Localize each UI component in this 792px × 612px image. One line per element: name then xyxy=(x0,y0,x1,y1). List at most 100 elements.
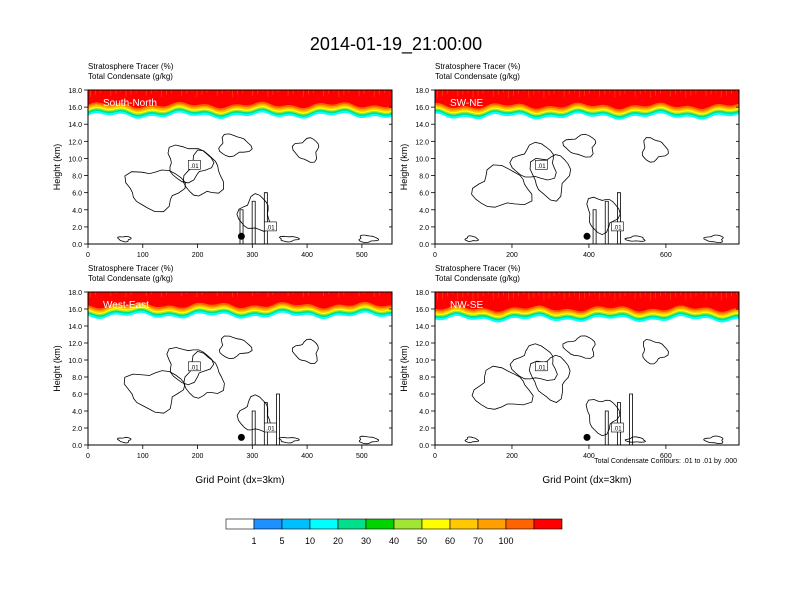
x-axis-label: Grid Point (dx=3km) xyxy=(542,475,631,486)
y-axis-label: Height (km) xyxy=(52,144,62,191)
colorbar-swatch xyxy=(421,518,451,530)
plot-frame xyxy=(87,291,393,446)
x-axis-label: Grid Point (dx=3km) xyxy=(195,475,284,486)
colorbar: 1 5 10 20 30 40 50 60 70 100 xyxy=(225,518,563,546)
y-tick-label: 14.0 xyxy=(68,324,82,331)
condensate-contour xyxy=(278,437,300,444)
y-tick-label: 12.0 xyxy=(415,139,429,146)
condensate-contour xyxy=(251,410,256,445)
y-axis-label: Height (km) xyxy=(399,144,409,191)
panels: Stratosphere Tracer (%)Total Condensate … xyxy=(52,62,740,486)
colorbar-swatch xyxy=(365,518,395,530)
condensate-contour xyxy=(641,137,669,163)
y-tick-label: 2.0 xyxy=(72,225,82,232)
colorbar-tick-label: 70 xyxy=(473,536,483,546)
condensate-contour xyxy=(124,169,186,213)
tracer-band xyxy=(435,292,739,312)
x-tick-label: 200 xyxy=(192,252,204,259)
contour-label-box xyxy=(188,361,201,372)
condensate-contour xyxy=(642,339,669,365)
panel-field-label: Stratosphere Tracer (%) xyxy=(88,264,174,273)
y-tick-label: 6.0 xyxy=(72,392,82,399)
y-tick-label: 4.0 xyxy=(419,208,429,215)
condensate-contour xyxy=(182,149,225,197)
condensate-contour xyxy=(291,137,320,163)
panel-field-label: Stratosphere Tracer (%) xyxy=(435,264,521,273)
colorbar-tick-label: 100 xyxy=(498,536,513,546)
condensate-contour xyxy=(604,200,609,244)
panel-field-label: Total Condensate (g/kg) xyxy=(88,274,173,283)
contour-label-box xyxy=(535,159,548,170)
y-tick-label: 0.0 xyxy=(419,242,429,249)
condensate-contour xyxy=(509,141,557,181)
colorbar-tick-label: 10 xyxy=(305,536,315,546)
condensate-contour xyxy=(585,399,621,437)
panel-field-label: Stratosphere Tracer (%) xyxy=(88,62,174,71)
colorbar-swatch xyxy=(533,518,563,530)
panel-label: West-East xyxy=(103,300,149,311)
contour-label-box xyxy=(264,422,277,433)
y-tick-label: 2.0 xyxy=(419,225,429,232)
contour-label: .01 xyxy=(190,164,199,170)
location-marker xyxy=(583,433,591,441)
x-tick-label: 400 xyxy=(583,453,595,460)
colorbar-swatch xyxy=(505,518,535,530)
condensate-contour xyxy=(263,192,268,244)
colorbar-swatch xyxy=(477,518,507,530)
y-tick-label: 6.0 xyxy=(419,191,429,198)
y-tick-label: 16.0 xyxy=(415,307,429,314)
y-tick-label: 18.0 xyxy=(415,290,429,297)
condensate-contour xyxy=(236,394,272,432)
y-tick-label: 6.0 xyxy=(419,392,429,399)
panel-south-north: Stratosphere Tracer (%)Total Condensate … xyxy=(52,62,393,259)
condensate-contour xyxy=(183,350,225,399)
colorbar-swatch xyxy=(281,518,311,530)
panel-label: NW-SE xyxy=(450,300,483,311)
y-tick-label: 2.0 xyxy=(419,426,429,433)
y-tick-label: 0.0 xyxy=(72,242,82,249)
x-tick-label: 200 xyxy=(506,252,518,259)
contour-label: .01 xyxy=(537,365,546,371)
condensate-contour xyxy=(218,133,253,158)
contour-label-box xyxy=(611,422,624,433)
y-tick-label: 10.0 xyxy=(415,156,429,163)
colorbar-swatch xyxy=(337,518,367,530)
x-tick-label: 200 xyxy=(192,453,204,460)
y-tick-label: 0.0 xyxy=(72,443,82,450)
x-tick-label: 0 xyxy=(433,252,437,259)
location-marker xyxy=(237,232,245,240)
colorbar-swatch xyxy=(393,518,423,530)
contour-note: Total Condensate Contours: .01 to .01 by… xyxy=(594,458,737,465)
condensate-contour xyxy=(471,164,533,208)
y-tick-label: 8.0 xyxy=(72,375,82,382)
colorbar-tick-label: 30 xyxy=(361,536,371,546)
condensate-contour xyxy=(562,133,597,158)
tracer-band xyxy=(435,90,739,110)
figure-title: 2014-01-19_21:00:00 xyxy=(310,34,482,55)
y-tick-label: 18.0 xyxy=(415,88,429,95)
plot-frame xyxy=(434,291,740,446)
panel-sw-ne: Stratosphere Tracer (%)Total Condensate … xyxy=(399,62,740,259)
contour-label: .01 xyxy=(613,225,622,231)
condensate-contour xyxy=(624,235,646,242)
condensate-contour xyxy=(251,200,256,244)
condensate-contour xyxy=(167,144,215,184)
y-tick-label: 16.0 xyxy=(68,307,82,314)
condensate-contour xyxy=(528,354,571,403)
condensate-contour xyxy=(529,154,572,202)
condensate-contour xyxy=(586,196,621,236)
y-tick-label: 18.0 xyxy=(68,290,82,297)
plot-area: .01 .01 xyxy=(88,90,392,244)
x-tick-label: 400 xyxy=(583,252,595,259)
y-tick-label: 12.0 xyxy=(68,341,82,348)
y-tick-label: 14.0 xyxy=(415,122,429,129)
y-tick-label: 8.0 xyxy=(72,174,82,181)
x-tick-label: 0 xyxy=(86,252,90,259)
y-tick-label: 10.0 xyxy=(68,358,82,365)
x-tick-label: 200 xyxy=(506,453,518,460)
condensate-contour xyxy=(471,365,534,410)
contour-label-box xyxy=(264,221,277,232)
condensate-contour xyxy=(464,235,479,242)
x-tick-label: 0 xyxy=(86,453,90,460)
